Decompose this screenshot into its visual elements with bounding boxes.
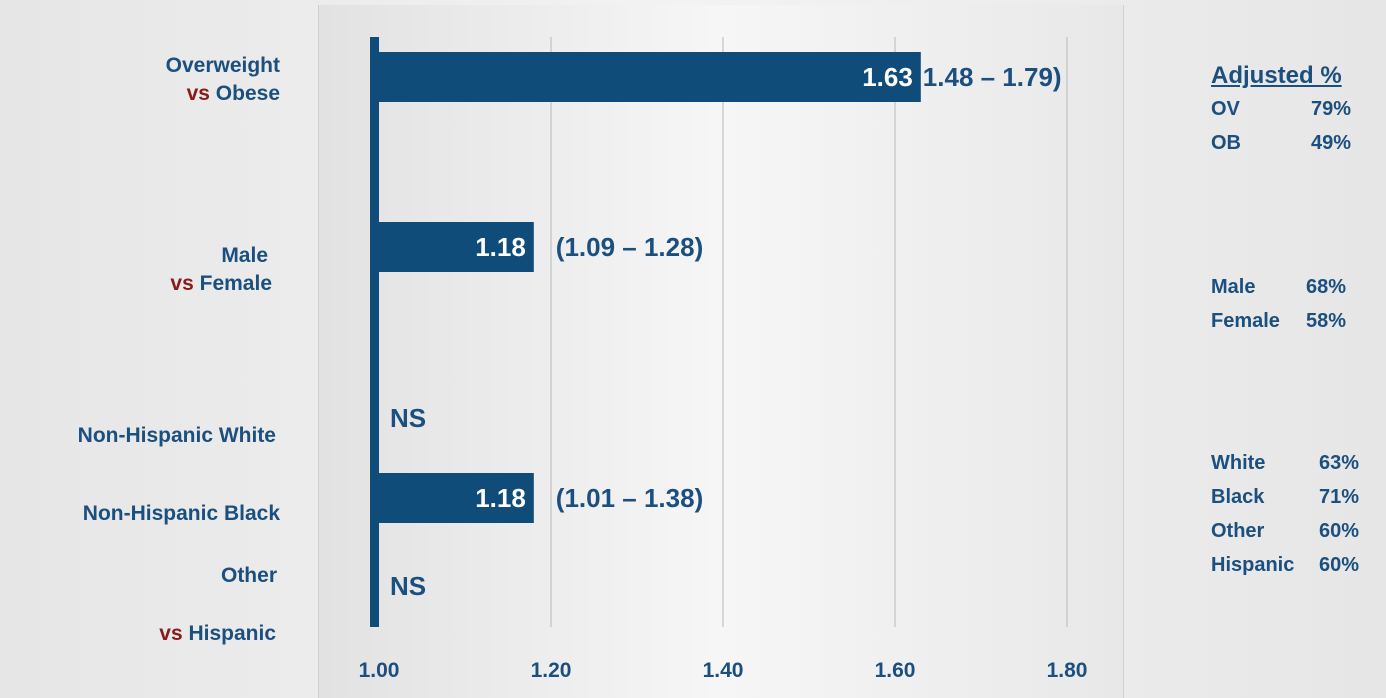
- adjusted-value: 60%: [1318, 554, 1359, 576]
- adjusted-key: Male: [1211, 276, 1256, 298]
- adjusted-row: Male 68%: [1211, 270, 1346, 304]
- ns-label: NS: [390, 571, 426, 601]
- bar-label-bg: [451, 480, 532, 518]
- adjusted-row: Hispanic 60%: [1211, 548, 1359, 582]
- bar-label-bg: [451, 229, 532, 267]
- adjusted-group-sex: Male 68% Female 58%: [1211, 270, 1346, 338]
- adjusted-key: Other: [1211, 520, 1265, 542]
- x-tick-label: 1.20: [531, 659, 572, 682]
- adjusted-row: Black 71%: [1211, 480, 1359, 514]
- adjusted-key: OV: [1211, 98, 1240, 120]
- chart-panel: 1.00 1.20 1.40 1.60 1.80 1.63 1.48 – 1.79) 1.18…: [318, 5, 1124, 698]
- adjusted-key: OB: [1211, 132, 1241, 154]
- x-tick-label: 1.00: [359, 659, 400, 682]
- adjusted-row: Other 60%: [1211, 514, 1359, 548]
- adjusted-row: OV 79%: [1211, 92, 1352, 126]
- adjusted-key: Black: [1211, 486, 1265, 508]
- adjusted-group-race: White 63% Black 71% Other 60% Hispanic 60%: [1211, 446, 1359, 582]
- label-non-hispanic-black: Non-Hispanic Black: [82, 502, 280, 525]
- adjusted-title: Adjusted %: [1211, 62, 1342, 89]
- label-hispanic: Hispanic: [188, 622, 276, 645]
- adjusted-group-weight: OV 79% OB 49%: [1211, 92, 1352, 160]
- label-other: Other: [220, 564, 277, 587]
- bar-label-bg: [838, 59, 919, 97]
- label-obese: Obese: [215, 82, 280, 105]
- adjusted-value: 49%: [1311, 132, 1352, 154]
- adjusted-value: 68%: [1305, 276, 1346, 298]
- x-tick-label: 1.60: [875, 659, 916, 682]
- adjusted-key: Hispanic: [1211, 554, 1295, 576]
- adjusted-row: Female 58%: [1211, 304, 1346, 338]
- row-label-overweight-vs-obese: Overweight vs Obese: [80, 52, 280, 108]
- adjusted-key: White: [1211, 452, 1266, 474]
- adjusted-value: 71%: [1318, 486, 1359, 508]
- x-tick-label: 1.40: [703, 659, 744, 682]
- bar: [379, 52, 921, 102]
- row-label-male-vs-female: Male vs Female: [80, 242, 272, 298]
- label-non-hispanic-white: Non-Hispanic White: [77, 424, 276, 447]
- label-male: Male: [221, 244, 268, 267]
- bar-value-label: 1.18: [475, 232, 526, 262]
- label-vs: vs: [170, 272, 194, 295]
- ns-label: NS: [390, 403, 426, 433]
- adjusted-row: OB 49%: [1211, 126, 1352, 160]
- confidence-interval-label: (1.09 – 1.28): [556, 232, 703, 262]
- label-vs: vs: [159, 622, 183, 645]
- adjusted-value: 58%: [1305, 310, 1346, 332]
- confidence-interval-label: (1.01 – 1.38): [556, 483, 703, 513]
- row-label-vs-hispanic: vs Hispanic: [80, 620, 276, 648]
- odds-ratio-chart: 1.00 1.20 1.40 1.60 1.80 1.63 1.48 – 1.79) 1.18…: [359, 37, 1088, 682]
- bar-value-label: 1.18: [475, 483, 526, 513]
- label-female: Female: [199, 272, 272, 295]
- adjusted-row: White 63%: [1211, 446, 1359, 480]
- label-overweight: Overweight: [165, 54, 280, 77]
- adjusted-value: 79%: [1311, 98, 1352, 120]
- baseline-axis: [370, 37, 379, 627]
- label-vs: vs: [186, 82, 210, 105]
- confidence-interval-label: 1.48 – 1.79): [923, 62, 1062, 92]
- adjusted-value: 60%: [1318, 520, 1359, 542]
- bar-value-label: 1.63: [862, 62, 913, 92]
- adjusted-key: Female: [1211, 310, 1280, 332]
- adjusted-value: 63%: [1318, 452, 1359, 474]
- x-tick-label: 1.80: [1047, 659, 1088, 682]
